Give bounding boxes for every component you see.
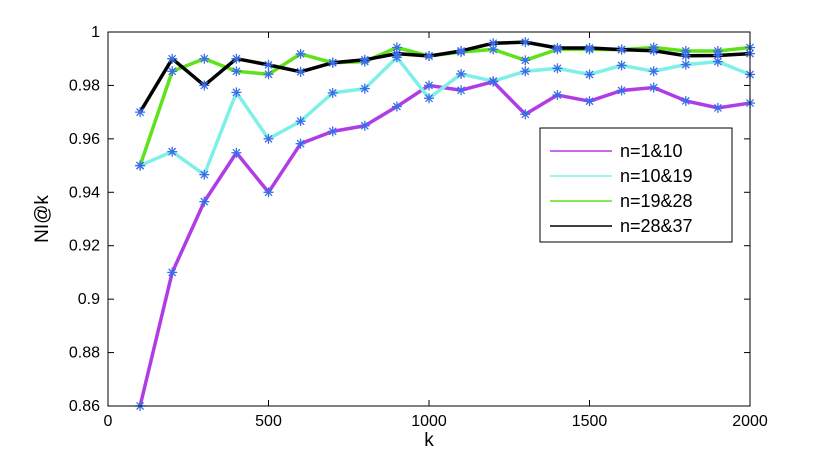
data-point (520, 66, 531, 77)
data-point (520, 37, 531, 48)
data-point (488, 38, 499, 49)
legend-box (539, 127, 733, 243)
data-point (456, 85, 467, 96)
data-point (199, 80, 210, 91)
data-point (231, 53, 242, 64)
data-point (648, 66, 659, 77)
data-point (327, 87, 338, 98)
data-point (231, 66, 242, 77)
data-point (327, 126, 338, 137)
data-point (712, 50, 723, 61)
legend: n=1&10 n=10&19 n=19&28 n=28&37 (539, 127, 733, 243)
data-point (520, 55, 531, 66)
data-point (391, 101, 402, 112)
data-point (359, 54, 370, 65)
data-point (167, 146, 178, 157)
series-layer (138, 40, 751, 407)
legend-label: n=10&19 (620, 166, 693, 186)
data-point (680, 50, 691, 61)
x-axis-ticks: 0 500 1000 1500 2000 (104, 32, 768, 430)
data-point (263, 59, 274, 70)
data-point (680, 59, 691, 70)
data-point (616, 44, 627, 55)
data-point (231, 87, 242, 98)
x-tick-label: 1500 (572, 413, 608, 430)
data-point (552, 43, 563, 54)
legend-label: n=28&37 (620, 216, 693, 236)
data-point (263, 133, 274, 144)
data-point (199, 53, 210, 64)
data-point (424, 80, 434, 91)
data-point (488, 76, 499, 87)
data-point (456, 45, 467, 56)
y-tick-label: 0.92 (69, 238, 100, 255)
y-axis-label: NI@k (32, 195, 53, 243)
x-tick-label: 1000 (411, 413, 447, 430)
data-point (295, 66, 306, 77)
data-point (584, 69, 595, 80)
data-point (263, 187, 274, 198)
y-tick-label: 0.88 (69, 345, 100, 362)
data-point (167, 66, 178, 77)
y-tick-label: 1 (91, 24, 100, 41)
y-tick-label: 0.94 (69, 184, 100, 201)
data-point (616, 85, 627, 96)
x-tick-label: 500 (255, 413, 282, 430)
data-point (712, 102, 723, 113)
data-point (552, 63, 563, 74)
legend-label: n=19&28 (620, 191, 693, 211)
data-point (263, 69, 274, 80)
data-point (584, 96, 595, 107)
y-tick-label: 0.98 (69, 77, 100, 94)
data-point (199, 196, 210, 207)
data-point (295, 48, 306, 59)
legend-label: n=1&10 (620, 141, 683, 161)
x-tick-label: 0 (104, 413, 113, 430)
y-tick-label: 0.9 (78, 291, 100, 308)
data-point (167, 53, 178, 64)
data-point (359, 120, 370, 131)
data-point (680, 95, 691, 106)
x-axis-label: k (424, 430, 434, 451)
data-point (135, 107, 146, 118)
data-point (327, 57, 338, 68)
marker-layer (135, 37, 755, 411)
data-point (424, 93, 434, 104)
data-point (135, 160, 146, 171)
y-axis-ticks: 0.86 0.88 0.9 0.92 0.94 0.96 0.98 1 (69, 24, 750, 415)
data-point (424, 51, 434, 62)
data-point (648, 45, 659, 56)
data-point (295, 116, 306, 127)
data-point (231, 147, 242, 158)
x-tick-label: 2000 (732, 413, 768, 430)
data-point (199, 169, 210, 180)
data-point (584, 43, 595, 54)
data-point (391, 48, 402, 59)
series-line-3 (138, 40, 751, 114)
data-point (520, 109, 531, 120)
data-point (167, 267, 178, 278)
data-point (616, 60, 627, 71)
data-point (295, 138, 306, 149)
data-point (456, 68, 467, 79)
data-point (552, 90, 563, 101)
data-point (359, 83, 370, 94)
series-line-1 (139, 55, 751, 177)
y-tick-label: 0.86 (69, 398, 100, 415)
y-tick-label: 0.96 (69, 131, 100, 148)
data-point (648, 82, 659, 93)
